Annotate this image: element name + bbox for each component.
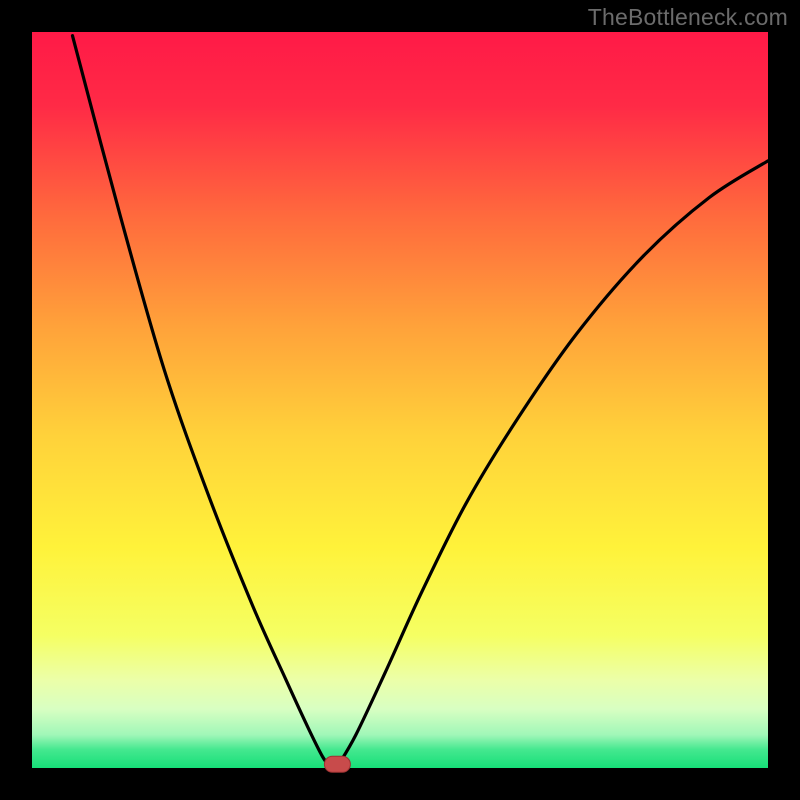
bottleneck-chart <box>0 0 800 800</box>
optimum-marker <box>324 756 350 772</box>
plot-area <box>32 32 768 768</box>
watermark-text: TheBottleneck.com <box>588 4 788 31</box>
